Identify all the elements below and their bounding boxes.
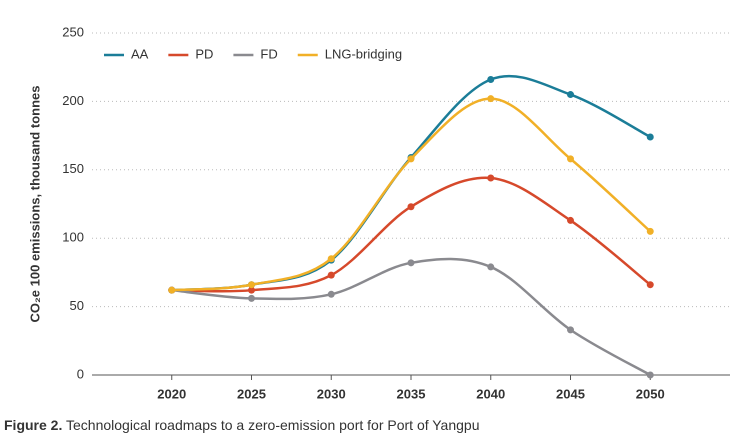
- point: [487, 263, 495, 271]
- point: [327, 271, 335, 279]
- point: [248, 281, 255, 289]
- point: [327, 255, 335, 263]
- point: [407, 155, 415, 163]
- point: [248, 286, 255, 294]
- y-tick-label: 50: [70, 298, 84, 313]
- y-tick-label: 150: [62, 161, 84, 176]
- legend-label: PD: [195, 46, 213, 61]
- y-tick-label: 0: [77, 366, 84, 381]
- legend-label: FD: [260, 46, 277, 61]
- point: [567, 326, 574, 334]
- x-tick-label: 2045: [556, 386, 585, 401]
- point: [646, 371, 654, 379]
- caption: Figure 2. Technological roadmaps to a ze…: [4, 417, 480, 433]
- point: [327, 290, 335, 298]
- point: [407, 203, 415, 211]
- point: [487, 95, 495, 103]
- point: [646, 133, 654, 141]
- x-tick-label: 2020: [157, 386, 186, 401]
- legend-label: AA: [131, 46, 149, 61]
- y-axis-label: CO₂e 100 emissions, thousand tonnes: [27, 86, 42, 323]
- series-line: [171, 257, 651, 377]
- point: [407, 259, 415, 267]
- figure-label: Figure 2.: [4, 417, 62, 433]
- x-tick-label: 2040: [476, 386, 505, 401]
- point: [248, 294, 255, 302]
- y-tick-label: 250: [62, 24, 84, 39]
- x-tick-label: 2035: [397, 386, 426, 401]
- point: [168, 286, 176, 294]
- x-tick-label: 2050: [636, 386, 665, 401]
- point: [567, 155, 574, 163]
- point: [567, 91, 574, 99]
- y-tick-label: 200: [62, 93, 84, 108]
- point: [646, 281, 654, 289]
- point: [567, 216, 574, 224]
- legend-label: LNG-bridging: [325, 46, 402, 61]
- point: [646, 227, 654, 235]
- x-tick-label: 2030: [317, 386, 346, 401]
- caption-text: Technological roadmaps to a zero-emissio…: [66, 417, 480, 433]
- series-line: [171, 176, 652, 293]
- series-line: [171, 74, 651, 292]
- point: [487, 76, 495, 84]
- x-tick-label: 2025: [237, 386, 266, 401]
- point: [487, 174, 495, 182]
- y-tick-label: 100: [62, 230, 84, 245]
